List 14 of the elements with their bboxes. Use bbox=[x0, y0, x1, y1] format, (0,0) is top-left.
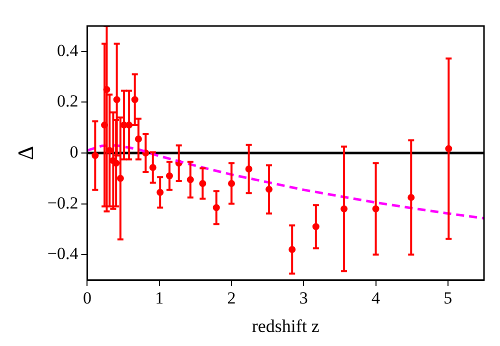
x-tick-label: 1 bbox=[155, 288, 164, 308]
line-series bbox=[87, 144, 484, 220]
x-tick-label: 5 bbox=[444, 288, 452, 308]
x-tick-label: 3 bbox=[299, 288, 308, 308]
x-tick-label: 4 bbox=[372, 288, 381, 308]
y-tick-label: 0.4 bbox=[56, 40, 79, 60]
y-tick-label: −0.4 bbox=[47, 244, 79, 264]
y-axis-title: Δ bbox=[12, 146, 38, 160]
x-axis-title: redshift z bbox=[252, 316, 320, 336]
y-tick-label: 0 bbox=[70, 142, 78, 162]
x-tick-label: 2 bbox=[227, 288, 236, 308]
x-tick-label: 0 bbox=[82, 288, 92, 308]
y-tick-label: 0.2 bbox=[56, 92, 78, 111]
y-tick-label: −0.2 bbox=[47, 193, 78, 212]
